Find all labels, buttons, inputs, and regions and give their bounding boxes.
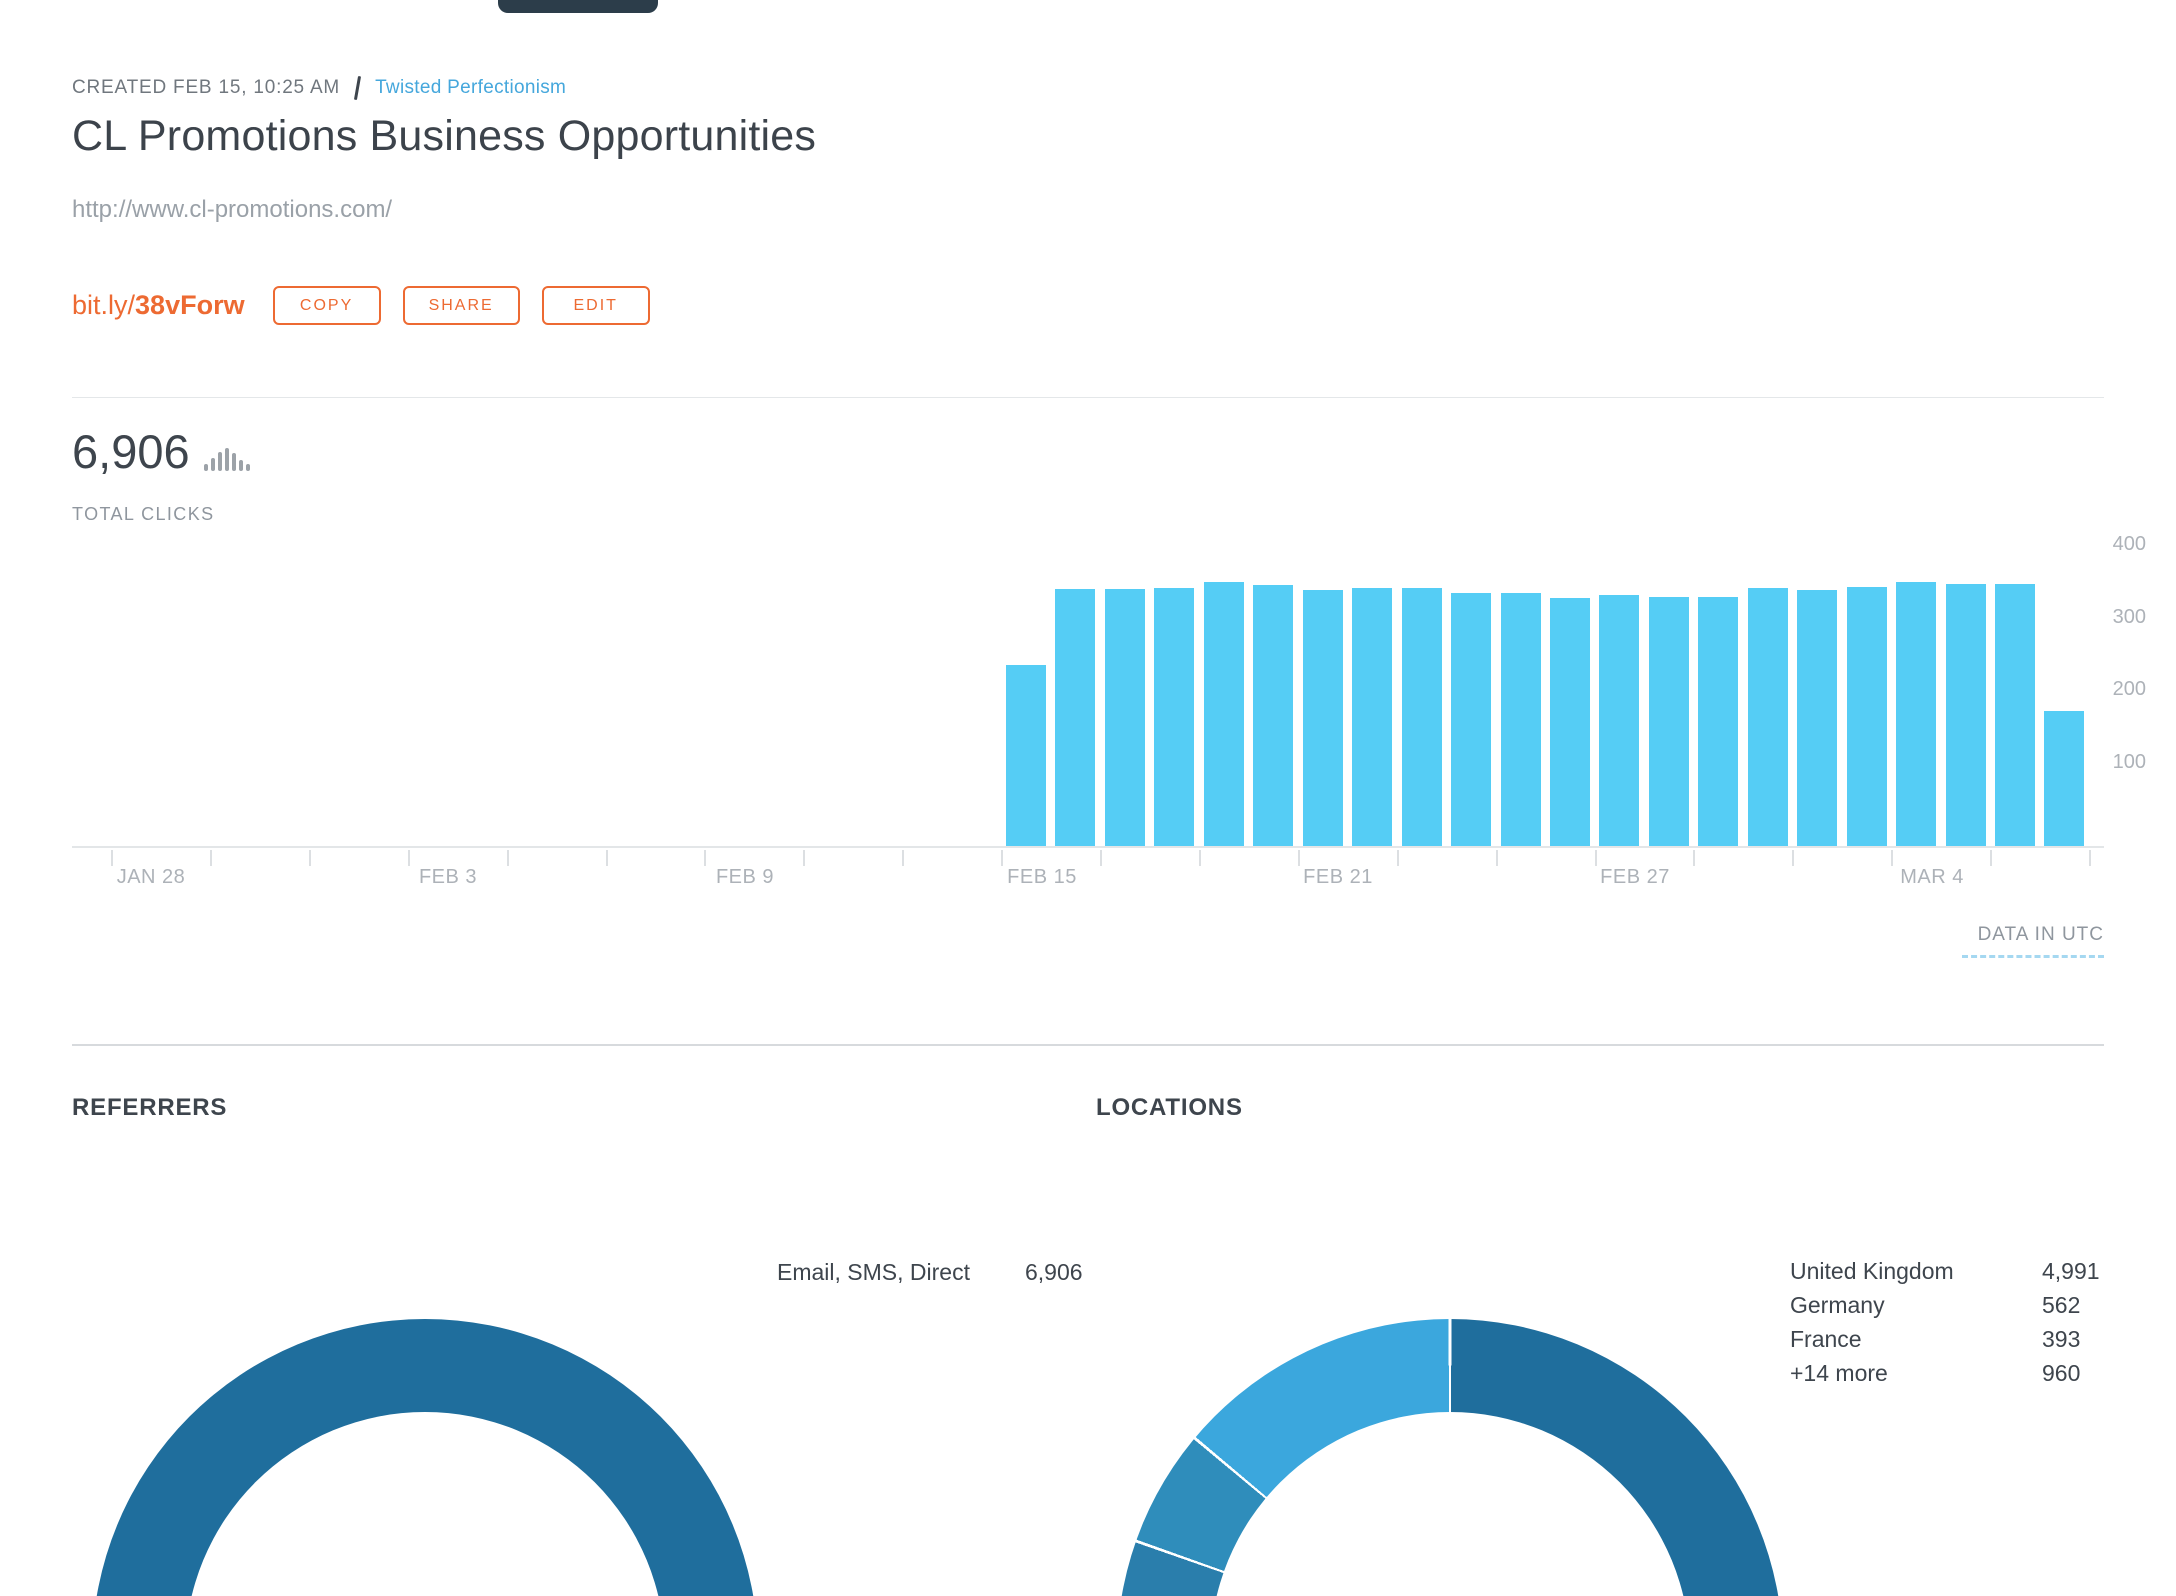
x-axis-tick <box>309 850 311 866</box>
x-axis-tick <box>1792 850 1794 866</box>
chart-x-axis <box>72 846 2104 848</box>
x-axis-tick <box>1298 850 1300 866</box>
chart-bar-mar-8[interactable] <box>2044 711 2084 846</box>
top-tab-button[interactable] <box>498 0 658 13</box>
short-link-slug: 38vForw <box>135 289 245 320</box>
x-axis-tick <box>2089 850 2091 866</box>
chart-bar-feb-24[interactable] <box>1451 593 1491 846</box>
chart-bar-feb-26[interactable] <box>1550 598 1590 846</box>
x-axis-tick <box>507 850 509 866</box>
page-title: CL Promotions Business Opportunities <box>72 112 817 160</box>
x-axis-label: MAR 4 <box>1900 866 1964 888</box>
x-axis-tick <box>1891 850 1893 866</box>
chart-bar-mar-3[interactable] <box>1797 590 1837 846</box>
short-link-domain: bit.ly/ <box>72 289 136 320</box>
location-row-label: France <box>1790 1326 1862 1352</box>
chart-bar-mar-6[interactable] <box>1946 584 1986 846</box>
chart-bar-feb-15[interactable] <box>1006 665 1046 846</box>
chart-bar-feb-19[interactable] <box>1204 582 1244 846</box>
chart-bar-feb-21[interactable] <box>1303 590 1343 846</box>
divider <box>72 1044 2104 1046</box>
created-row: CREATED FEB 15, 10:25 AM Twisted Perfect… <box>72 75 567 101</box>
y-axis-label: 200 <box>2112 678 2146 700</box>
x-axis-tick <box>803 850 805 866</box>
location-row-value: 4,991 <box>2042 1258 2100 1284</box>
x-axis-label: FEB 15 <box>1007 866 1077 888</box>
chart-bar-feb-18[interactable] <box>1154 588 1194 846</box>
chart-bar-feb-25[interactable] <box>1501 593 1541 846</box>
chart-bar-mar-7[interactable] <box>1995 584 2035 846</box>
total-clicks-value: 6,906 <box>72 425 190 478</box>
edit-button[interactable]: EDIT <box>541 285 650 325</box>
y-axis-label: 400 <box>2112 533 2146 555</box>
location-row-value: 960 <box>2042 1360 2081 1386</box>
x-axis-tick <box>1990 850 1992 866</box>
x-axis-label: FEB 21 <box>1303 866 1373 888</box>
y-axis-label: 300 <box>2112 606 2146 628</box>
y-axis-label: 100 <box>2112 751 2146 773</box>
x-axis-tick <box>704 850 706 866</box>
divider <box>72 397 2104 398</box>
x-axis-tick <box>408 850 410 866</box>
x-axis-label: JAN 28 <box>116 866 186 888</box>
chart-bar-mar-4[interactable] <box>1847 587 1887 846</box>
account-link[interactable]: Twisted Perfectionism <box>375 77 567 98</box>
utc-dashed-underline <box>1962 955 2104 958</box>
x-axis-label: FEB 3 <box>418 866 478 888</box>
total-clicks-label: TOTAL CLICKS <box>72 504 215 524</box>
location-row-label: +14 more <box>1790 1360 1888 1386</box>
x-axis-tick <box>902 850 904 866</box>
chart-bar-feb-16[interactable] <box>1055 589 1095 846</box>
locations-heading: LOCATIONS <box>1096 1094 1243 1121</box>
x-axis-tick <box>1199 850 1201 866</box>
referrer-row-value: 6,906 <box>1025 1259 1083 1285</box>
x-axis-label: FEB 9 <box>715 866 775 888</box>
x-axis-tick <box>1496 850 1498 866</box>
chart-bar-feb-22[interactable] <box>1352 588 1392 846</box>
x-axis-tick <box>1693 850 1695 866</box>
x-axis-label: FEB 27 <box>1600 866 1670 888</box>
referrers-heading: REFERRERS <box>72 1094 228 1121</box>
copy-button[interactable]: COPY <box>272 285 381 325</box>
x-axis-tick <box>1001 850 1003 866</box>
location-row-value: 562 <box>2042 1292 2081 1318</box>
shortlink-row: bit.ly/38vForw COPY SHARE EDIT <box>72 284 650 326</box>
short-link[interactable]: bit.ly/38vForw <box>72 290 245 321</box>
destination-url: http://www.cl-promotions.com/ <box>72 196 393 223</box>
referrer-row-label: Email, SMS, Direct <box>777 1259 970 1285</box>
chart-bar-feb-17[interactable] <box>1105 589 1145 846</box>
location-row-value: 393 <box>2042 1326 2081 1352</box>
chart-bar-feb-27[interactable] <box>1599 595 1639 846</box>
x-axis-tick <box>606 850 608 866</box>
location-row-label: Germany <box>1790 1292 1885 1318</box>
total-clicks-row: 6,906 <box>72 428 253 475</box>
x-axis-tick <box>1397 850 1399 866</box>
x-axis-tick <box>1595 850 1597 866</box>
separator-bar <box>354 75 362 101</box>
chart-bar-feb-20[interactable] <box>1253 585 1293 846</box>
location-row-label: United Kingdom <box>1790 1258 1954 1284</box>
mini-bar-chart-icon <box>203 448 253 471</box>
chart-bar-feb-28[interactable] <box>1649 597 1689 846</box>
chart-bar-mar-5[interactable] <box>1896 582 1936 846</box>
chart-bar-feb-23[interactable] <box>1402 588 1442 846</box>
chart-bar-mar-1[interactable] <box>1698 597 1738 846</box>
x-axis-tick <box>111 850 113 866</box>
chart-bar-mar-2[interactable] <box>1748 588 1788 846</box>
x-axis-tick <box>1100 850 1102 866</box>
x-axis-tick <box>210 850 212 866</box>
data-in-utc-toggle[interactable]: DATA IN UTC <box>1977 924 2104 945</box>
created-timestamp: CREATED FEB 15, 10:25 AM <box>72 77 341 98</box>
share-button[interactable]: SHARE <box>402 285 520 325</box>
